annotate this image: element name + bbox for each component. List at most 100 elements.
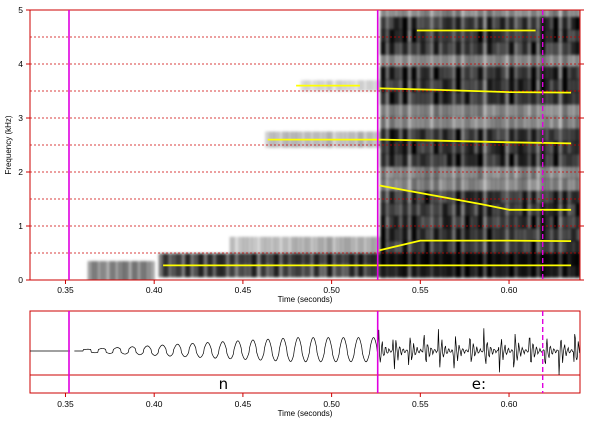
spectral-energy-band	[473, 141, 479, 155]
spectral-energy-band	[491, 253, 497, 266]
spectral-energy-band	[464, 141, 470, 155]
spectral-energy-band	[522, 240, 528, 254]
waveform-time-axis: 0.35 0.40 0.45 0.50 0.55 0.60	[57, 393, 518, 409]
spectral-energy-band	[389, 215, 395, 229]
spectral-energy-band	[446, 215, 452, 229]
spectral-energy-band	[469, 128, 475, 142]
spectral-energy-band	[522, 103, 528, 117]
spectral-energy-band	[469, 41, 475, 55]
spectral-energy-band	[420, 190, 426, 204]
spectral-energy-band	[407, 54, 413, 68]
spectral-energy-band	[393, 79, 399, 93]
spectral-energy-band	[424, 265, 430, 279]
spectral-energy-band	[477, 203, 484, 217]
spectral-energy-band	[384, 41, 390, 55]
spectral-energy-band	[380, 91, 386, 105]
spectral-energy-band	[460, 203, 466, 217]
spectral-energy-band	[491, 265, 497, 279]
spectral-energy-band	[575, 141, 580, 155]
frequency-tick-label: 0	[18, 275, 23, 285]
spectral-energy-band	[393, 17, 399, 30]
time-tick-label: 0.50	[323, 285, 340, 295]
spectral-energy-band	[495, 253, 501, 266]
spectral-energy-band	[575, 29, 580, 43]
spectral-energy-band	[420, 79, 426, 93]
spectral-energy-band	[460, 228, 466, 242]
spectral-energy-band	[544, 79, 550, 93]
spectral-energy-band	[446, 41, 452, 55]
spectral-energy-band	[557, 178, 563, 192]
spectral-energy-band	[482, 178, 488, 192]
spectral-energy-band	[393, 215, 399, 229]
spectral-energy-band	[380, 228, 386, 242]
spectral-energy-band	[442, 178, 448, 192]
spectral-energy-band	[531, 253, 537, 266]
spectral-energy-band	[482, 41, 488, 55]
spectral-energy-band	[509, 228, 515, 242]
spectral-energy-band	[553, 17, 559, 30]
spectral-energy-band	[433, 10, 439, 18]
spectral-energy-band	[500, 79, 506, 93]
spectral-energy-band	[455, 128, 461, 142]
spectral-energy-band	[407, 178, 413, 192]
spectral-energy-band	[571, 153, 577, 167]
segment-tier[interactable]: n e:	[219, 375, 486, 393]
spectral-energy-band	[557, 29, 563, 43]
spectral-energy-band	[380, 29, 386, 43]
spectral-energy-band	[544, 103, 550, 117]
spectral-energy-band	[553, 54, 559, 68]
spectral-energy-band	[526, 253, 532, 266]
spectral-energy-band	[500, 41, 506, 55]
spectral-energy-band	[526, 10, 532, 18]
spectral-energy-band	[158, 253, 164, 278]
spectral-energy-band	[566, 153, 572, 167]
spectral-energy-band	[517, 10, 523, 18]
spectral-energy-band	[464, 166, 470, 180]
spectral-energy-band	[384, 178, 390, 192]
spectral-energy-band	[433, 228, 439, 242]
spectral-energy-band	[469, 10, 475, 18]
spectral-energy-band	[260, 236, 266, 264]
spectral-energy-band	[389, 116, 395, 130]
spectral-energy-band	[509, 128, 515, 142]
spectral-energy-band	[473, 103, 479, 117]
spectral-energy-band	[504, 10, 510, 18]
spectral-energy-band	[411, 253, 417, 266]
spectral-energy-band	[504, 228, 510, 242]
spectral-energy-band	[424, 79, 430, 93]
spectral-energy-band	[446, 240, 452, 254]
spectral-energy-band	[278, 236, 284, 264]
spectral-energy-band	[509, 79, 515, 93]
spectral-energy-band	[469, 29, 475, 43]
waveform-panel[interactable]	[29, 310, 581, 394]
spectral-energy-band	[526, 116, 532, 130]
spectral-energy-band	[420, 178, 426, 192]
spectral-energy-band	[469, 91, 475, 105]
spectral-energy-band	[566, 228, 572, 242]
spectral-energy-band	[482, 116, 488, 130]
spectral-energy-band	[473, 253, 479, 266]
spectral-energy-band	[384, 166, 390, 180]
spectral-energy-band	[407, 265, 413, 279]
spectral-energy-band	[517, 66, 523, 80]
spectral-energy-band	[407, 153, 413, 167]
boundary-markers[interactable]	[68, 10, 544, 393]
frequency-tick-label: 1	[18, 221, 23, 231]
spectral-energy-band	[557, 116, 563, 130]
spectral-energy-band	[429, 228, 435, 242]
spectral-energy-band	[451, 91, 457, 105]
spectral-energy-band	[491, 41, 497, 55]
spectral-energy-band	[429, 253, 435, 266]
spectral-energy-band	[473, 240, 479, 254]
spectral-energy-band	[500, 116, 506, 130]
spectral-energy-band	[380, 153, 386, 167]
spectral-energy-band	[433, 153, 439, 167]
spectral-energy-band	[509, 116, 515, 130]
spectral-energy-band	[384, 153, 390, 167]
spectral-energy-band	[473, 203, 479, 217]
spectral-energy-band	[411, 166, 417, 180]
spectral-energy-band	[455, 166, 461, 180]
spectral-energy-band	[495, 141, 501, 155]
spectrogram-panel[interactable]	[29, 5, 581, 283]
spectral-energy-band	[455, 141, 461, 155]
